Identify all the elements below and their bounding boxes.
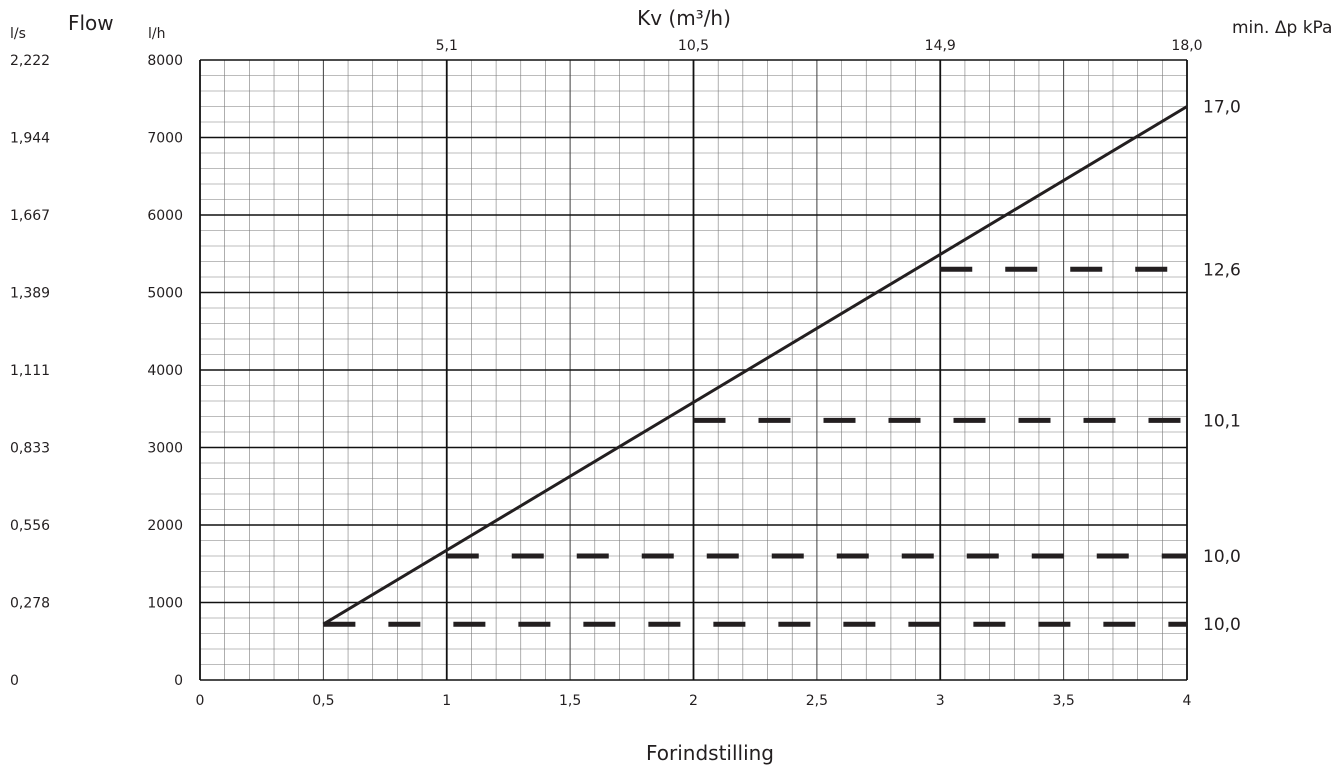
x-tick-label: 0 <box>196 693 205 709</box>
y-lh-tick-label: 2000 <box>147 518 183 534</box>
kv-tick-label: 18,0 <box>1171 38 1202 54</box>
min-dp-label: 10,0 <box>1203 547 1241 567</box>
x-tick-label: 3 <box>936 693 945 709</box>
y-ls-tick-label: 0,556 <box>10 518 50 534</box>
kv-tick-label: 10,5 <box>678 38 709 54</box>
chart-labels: 0 0,5 1 1,5 2 2,5 3 3,5 4 0 1000 2000 3000 4000 5000 60… <box>10 38 1241 709</box>
ls-unit-label: l/s <box>10 26 26 42</box>
min-dp-label: 12,6 <box>1203 260 1241 280</box>
y-lh-tick-label: 0 <box>174 673 183 689</box>
x-tick-label: 3,5 <box>1052 693 1074 709</box>
kv-tick-label: 5,1 <box>436 38 458 54</box>
kv-axis-title: Kv (m³/h) <box>637 6 731 30</box>
right-axis-header: min. Δp kPa <box>1232 18 1331 38</box>
x-tick-label: 2,5 <box>806 693 828 709</box>
y-lh-tick-label: 5000 <box>147 286 183 302</box>
x-tick-label: 4 <box>1183 693 1192 709</box>
major-grid <box>199 59 1188 681</box>
x-axis-title: Forindstilling <box>646 741 774 765</box>
y-lh-tick-label: 6000 <box>147 208 183 224</box>
y-ls-tick-label: 0,833 <box>10 441 50 457</box>
chart-marks <box>322 105 1188 627</box>
x-tick-label: 0,5 <box>312 693 334 709</box>
y-lh-tick-label: 4000 <box>147 363 183 379</box>
flow-axis-header: Flow <box>68 11 114 35</box>
flow-line <box>322 105 1188 626</box>
min-dp-label-max: 17,0 <box>1203 98 1241 118</box>
x-tick-label: 2 <box>689 693 698 709</box>
y-lh-tick-label: 3000 <box>147 441 183 457</box>
x-tick-label: 1 <box>442 693 451 709</box>
y-lh-tick-label: 1000 <box>147 596 183 612</box>
min-dp-label: 10,0 <box>1203 615 1241 635</box>
lh-unit-label: l/h <box>148 26 165 42</box>
y-lh-tick-label: 8000 <box>147 53 183 69</box>
y-ls-tick-label: 1,111 <box>10 363 50 379</box>
y-ls-tick-label: 2,222 <box>10 53 50 69</box>
y-ls-tick-label: 1,944 <box>10 131 50 147</box>
y-lh-tick-label: 7000 <box>147 131 183 147</box>
min-dp-label: 10,1 <box>1203 411 1241 431</box>
y-ls-tick-label: 0 <box>10 673 19 689</box>
y-ls-tick-label: 1,389 <box>10 286 50 302</box>
kv-tick-label: 14,9 <box>925 38 956 54</box>
x-tick-label: 1,5 <box>559 693 581 709</box>
y-ls-tick-label: 1,667 <box>10 208 50 224</box>
y-ls-tick-label: 0,278 <box>10 596 50 612</box>
